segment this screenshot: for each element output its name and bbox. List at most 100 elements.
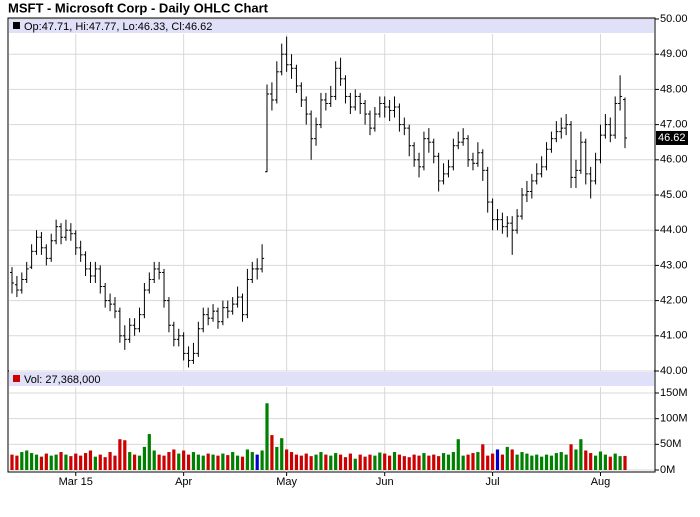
volume-bar: [407, 457, 411, 470]
volume-bar: [260, 450, 264, 470]
volume-bar: [250, 452, 254, 470]
volume-bar: [20, 452, 24, 470]
volume-bar: [294, 454, 299, 470]
volume-bar: [245, 449, 249, 470]
volume-bar: [392, 452, 397, 470]
volume-bar: [147, 434, 151, 470]
volume-bar: [191, 452, 196, 470]
volume-bar: [118, 439, 122, 470]
x-tick-label: Apr: [175, 476, 192, 488]
volume-bar: [162, 455, 166, 470]
volume-bar: [299, 455, 303, 470]
volume-bar: [520, 452, 524, 470]
volume-bar: [481, 444, 485, 470]
price-legend: Op:47.71, Hi:47.77, Lo:46.33, Cl:46.62: [24, 21, 212, 33]
volume-bar: [172, 449, 176, 470]
price-legend-strip: [9, 19, 654, 33]
volume-bar: [216, 455, 220, 470]
volume-bar: [83, 453, 88, 470]
y-tick-label: 46.00: [660, 154, 688, 166]
volume-bar: [280, 438, 284, 470]
volume-bar: [206, 453, 210, 470]
volume-bar: [540, 456, 544, 470]
volume-bar: [338, 454, 343, 470]
volume-bar: [383, 453, 387, 470]
volume-bar: [196, 454, 200, 470]
volume-bar: [54, 454, 58, 470]
volume-bar: [265, 403, 269, 470]
volume-bar: [289, 452, 294, 470]
volume-bar: [98, 454, 102, 470]
volume-bar: [500, 454, 504, 470]
volume-bar: [226, 455, 230, 470]
volume-bar: [427, 455, 431, 470]
volume-bar: [412, 454, 416, 470]
x-tick-label: May: [276, 476, 297, 488]
volume-bar: [142, 446, 147, 470]
volume-bar: [329, 455, 333, 470]
volume-bar: [25, 450, 29, 470]
marks: 46.62: [10, 36, 688, 470]
volume-bar: [348, 453, 352, 470]
volume-bar: [152, 450, 156, 470]
volume-bar: [402, 456, 406, 470]
volume-bar: [103, 457, 107, 470]
volume-bar: [309, 456, 313, 470]
grid: 40.00 41.00 42.00 43.00 44.00 45.00 46.00 47.00…: [9, 13, 688, 488]
volume-bar: [461, 455, 465, 470]
volume-bar: [324, 454, 328, 470]
volume-bar: [270, 435, 274, 470]
volume-bar: [378, 452, 382, 470]
volume-legend-strip: [9, 372, 654, 386]
volume-bar: [221, 453, 225, 470]
x-tick-label: Jun: [376, 476, 394, 488]
volume-bar: [108, 452, 112, 470]
volume-bar: [123, 440, 127, 470]
y-tick-label: 150M: [660, 387, 688, 399]
y-tick-label: 44.00: [660, 224, 688, 236]
volume-bar: [589, 453, 593, 470]
y-tick-label: 48.00: [660, 83, 688, 95]
volume-legend: Vol: 27,368,000: [24, 374, 100, 386]
y-tick-label: 40.00: [660, 365, 688, 377]
y-tick-label: 50M: [660, 438, 681, 450]
volume-bar: [441, 453, 446, 470]
volume-bar: [319, 452, 323, 470]
volume-bar: [235, 455, 240, 470]
volume-bar: [211, 454, 215, 470]
volume-bar: [64, 454, 68, 470]
volume-bar: [49, 455, 53, 470]
volume-bar: [456, 439, 460, 470]
volume-bar: [490, 453, 495, 470]
volume-bar: [88, 450, 93, 470]
last-price-box: [656, 130, 688, 145]
y-tick-label: 45.00: [660, 189, 688, 201]
volume-bar: [231, 452, 235, 470]
x-tick-label: Mar 15: [59, 476, 93, 488]
volume-bar: [579, 439, 583, 470]
volume-bar: [584, 450, 588, 470]
volume-bar: [608, 456, 612, 470]
y-tick-label: 50.00: [660, 13, 688, 25]
volume-bar: [535, 454, 539, 470]
volume-bar: [334, 453, 338, 470]
volume-bar: [603, 454, 607, 470]
volume-bar: [486, 455, 490, 470]
volume-bar: [574, 449, 578, 470]
x-tick-label: Jul: [486, 476, 500, 488]
volume-bar: [451, 452, 455, 470]
volume-bar: [446, 454, 451, 470]
volume-bar: [39, 456, 44, 470]
volume-bar: [358, 454, 362, 470]
volume-bar: [397, 454, 402, 470]
y-tick-label: 47.00: [660, 119, 688, 131]
volume-bar: [432, 454, 436, 470]
volume-bar: [157, 454, 161, 470]
volume-bar: [240, 456, 245, 470]
volume-bar: [343, 457, 348, 470]
volume-bar: [201, 455, 205, 470]
volume-bar: [255, 454, 259, 470]
volume-bar: [177, 453, 181, 470]
volume-bar: [564, 454, 568, 470]
